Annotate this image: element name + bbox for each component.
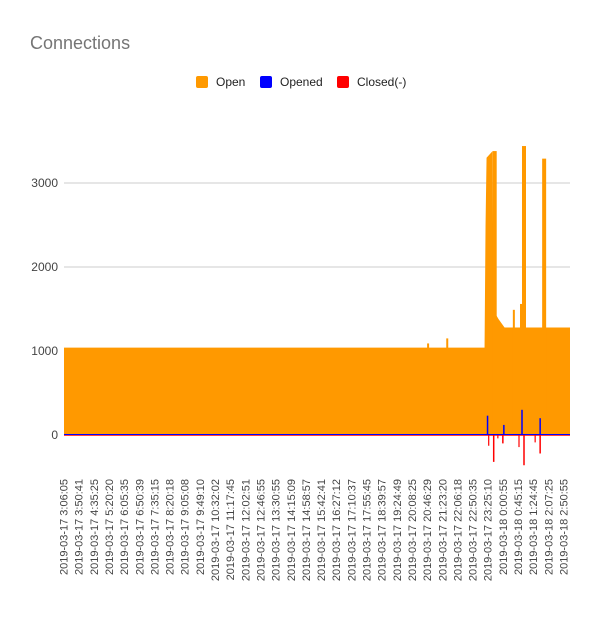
legend-swatch-1	[260, 76, 272, 88]
x-tick-label-29: 2019-03-18 0:00:55	[498, 479, 510, 575]
x-tick-label-19: 2019-03-17 17:10:37	[346, 479, 358, 581]
x-tick-label-23: 2019-03-17 20:08:25	[407, 479, 419, 581]
x-tick-label-8: 2019-03-17 9:05:08	[180, 479, 192, 575]
x-tick-label-24: 2019-03-17 20:46:29	[422, 479, 434, 581]
x-tick-label-7: 2019-03-17 8:20:18	[165, 479, 177, 575]
x-tick-label-14: 2019-03-17 13:30:55	[271, 479, 283, 581]
x-tick-label-1: 2019-03-17 3:50:41	[74, 479, 86, 575]
open-spike-1	[446, 338, 449, 435]
x-tick-label-2: 2019-03-17 4:35:25	[89, 479, 101, 575]
y-tick-label-1: 1000	[31, 344, 58, 358]
x-tick-label-26: 2019-03-17 22:06:18	[452, 479, 464, 581]
x-tick-label-33: 2019-03-18 2:50:55	[558, 479, 570, 575]
x-tick-label-16: 2019-03-17 14:58:57	[301, 479, 313, 581]
x-tick-label-31: 2019-03-18 1:24:45	[528, 479, 540, 575]
legend: Open Opened Closed(-)	[196, 75, 406, 89]
x-tick-label-18: 2019-03-17 16:27:12	[331, 479, 343, 581]
open-spike-0	[427, 343, 430, 435]
x-tick-label-13: 2019-03-17 12:46:55	[255, 479, 267, 581]
x-tick-label-0: 2019-03-17 3:06:05	[59, 479, 71, 575]
y-tick-label-0: 0	[51, 428, 58, 442]
x-tick-label-28: 2019-03-17 23:25:10	[483, 479, 495, 581]
open-spike-4	[520, 303, 522, 435]
x-tick-label-6: 2019-03-17 7:35:15	[149, 479, 161, 575]
x-tick-label-10: 2019-03-17 10:32:02	[210, 479, 222, 581]
y-tick-label-3: 3000	[31, 176, 58, 190]
open-spike-3	[512, 309, 515, 435]
legend-label-0: Open	[216, 75, 245, 89]
open-spike-5	[522, 146, 526, 436]
x-tick-label-32: 2019-03-18 2:07:25	[543, 479, 555, 575]
open-spike-2	[492, 151, 497, 435]
x-tick-label-25: 2019-03-17 21:23:20	[437, 479, 449, 581]
x-tick-label-20: 2019-03-17 17:55:45	[362, 479, 374, 581]
legend-swatch-2	[337, 76, 349, 88]
x-tick-label-4: 2019-03-17 6:05:35	[119, 479, 131, 575]
x-tick-label-12: 2019-03-17 12:02:51	[240, 479, 252, 581]
x-tick-label-9: 2019-03-17 9:49:10	[195, 479, 207, 575]
x-tick-label-11: 2019-03-17 11:17:45	[225, 479, 237, 580]
y-tick-label-2: 2000	[31, 260, 58, 274]
x-tick-label-5: 2019-03-17 6:50:39	[134, 479, 146, 575]
legend-swatch-0	[196, 76, 208, 88]
legend-label-1: Opened	[280, 75, 323, 89]
x-tick-label-30: 2019-03-18 0:45:15	[513, 479, 525, 575]
x-tick-label-27: 2019-03-17 22:50:35	[468, 479, 480, 581]
open-spike-6	[542, 158, 547, 435]
y-axis: 0 1000 2000 3000	[31, 176, 58, 442]
x-tick-label-17: 2019-03-17 15:42:41	[316, 479, 328, 581]
x-tick-label-21: 2019-03-17 18:39:57	[377, 479, 389, 581]
x-tick-label-22: 2019-03-17 19:24:49	[392, 479, 404, 581]
x-tick-label-15: 2019-03-17 14:15:09	[286, 479, 298, 581]
chart-title: Connections	[30, 33, 130, 53]
open-area	[64, 151, 570, 435]
plot-area	[64, 146, 570, 466]
legend-label-2: Closed(-)	[357, 75, 406, 89]
x-tick-label-3: 2019-03-17 5:20:20	[104, 479, 116, 575]
x-axis: 2019-03-17 3:06:05 2019-03-17 3:50:41 2019…	[59, 479, 571, 581]
